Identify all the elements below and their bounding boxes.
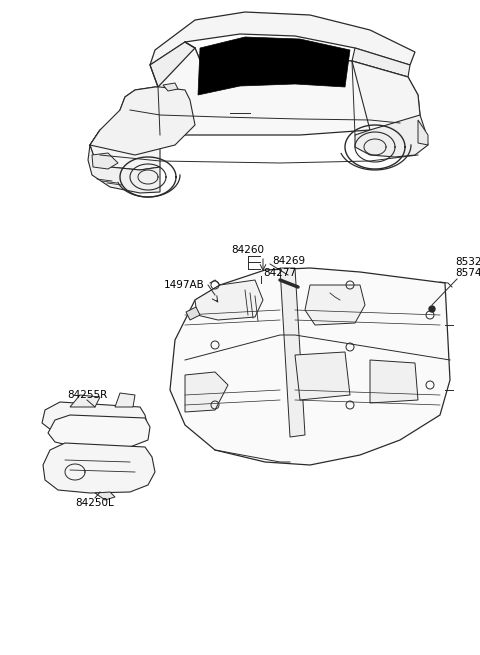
Polygon shape: [120, 48, 420, 135]
Polygon shape: [355, 115, 428, 157]
Polygon shape: [370, 360, 418, 403]
Polygon shape: [150, 42, 195, 87]
Polygon shape: [280, 268, 305, 437]
Polygon shape: [352, 61, 420, 130]
Text: 85746: 85746: [455, 268, 480, 278]
Polygon shape: [150, 12, 415, 65]
Text: 84255R: 84255R: [67, 390, 107, 400]
Polygon shape: [195, 280, 263, 320]
Polygon shape: [185, 372, 228, 412]
Polygon shape: [186, 307, 200, 320]
Polygon shape: [305, 285, 365, 325]
Polygon shape: [352, 48, 410, 77]
Polygon shape: [90, 87, 195, 155]
Text: 84269: 84269: [272, 256, 305, 266]
Polygon shape: [43, 443, 155, 493]
Polygon shape: [198, 37, 350, 95]
Polygon shape: [163, 83, 178, 91]
Text: 84250L: 84250L: [76, 498, 114, 508]
Polygon shape: [88, 130, 160, 193]
Polygon shape: [115, 393, 135, 407]
Polygon shape: [295, 352, 350, 400]
Polygon shape: [95, 492, 115, 500]
Circle shape: [429, 306, 435, 312]
Text: 1497AB: 1497AB: [164, 280, 205, 290]
Polygon shape: [418, 120, 428, 145]
Text: 84260: 84260: [231, 245, 264, 255]
Polygon shape: [92, 153, 118, 169]
Text: 85325A: 85325A: [455, 257, 480, 267]
Polygon shape: [48, 415, 150, 448]
Polygon shape: [90, 110, 160, 170]
Polygon shape: [42, 402, 148, 437]
Text: 84277: 84277: [263, 268, 296, 278]
Polygon shape: [70, 395, 100, 407]
Polygon shape: [170, 268, 450, 465]
